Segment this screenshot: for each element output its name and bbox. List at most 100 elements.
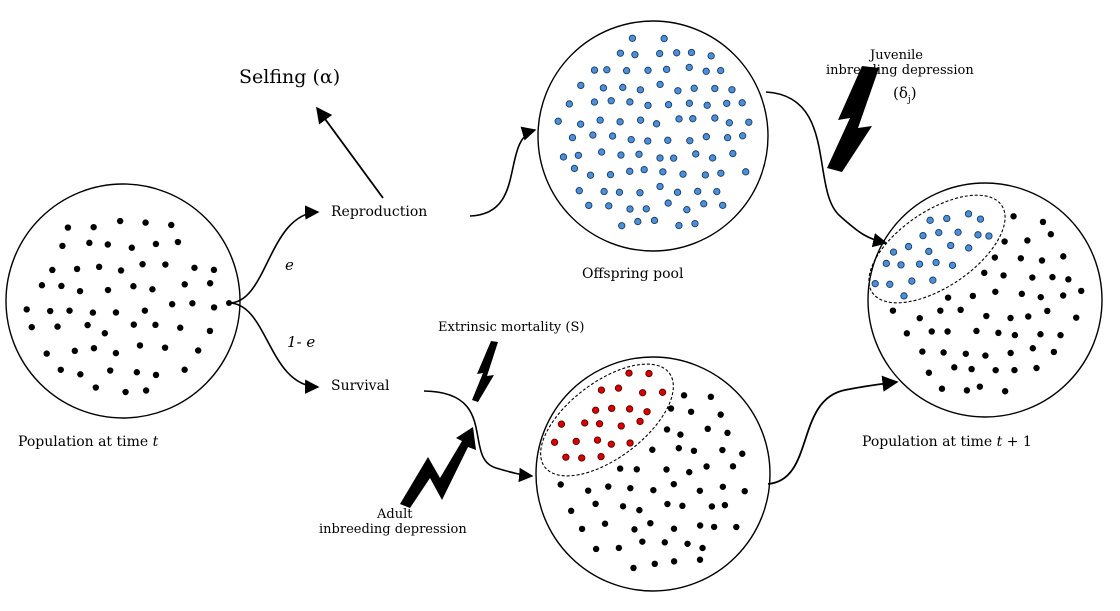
arrow-survival-to-adults xyxy=(423,390,534,483)
surviving-adult-dot xyxy=(696,522,704,529)
adult-dot xyxy=(1038,257,1046,264)
surviving-adult-dot xyxy=(592,500,599,508)
juvenile-dot xyxy=(974,231,982,239)
offspring-dot xyxy=(589,131,597,139)
adult-dot xyxy=(206,327,214,335)
offspring-dot xyxy=(669,154,678,162)
dead-adult-dot xyxy=(625,405,634,413)
offspring-dot xyxy=(603,66,611,74)
adult-dot xyxy=(903,330,911,337)
offspring-dot xyxy=(650,216,659,225)
offspring-dot xyxy=(619,83,627,92)
adult-dot xyxy=(1065,276,1072,283)
surviving-adult-dot xyxy=(578,525,586,533)
offspring-dot xyxy=(703,101,711,109)
adult-dot xyxy=(1001,388,1009,395)
offspring-dot xyxy=(656,49,664,58)
surviving-adult-dot xyxy=(601,520,609,527)
adult-dot xyxy=(49,266,56,274)
population-t1-prefix: Population at time xyxy=(862,434,993,450)
adult-dot xyxy=(71,347,79,355)
surviving-adult-dot xyxy=(661,539,669,546)
surviving-adult-dot xyxy=(667,405,675,412)
offspring-dot xyxy=(634,217,642,226)
surviving-adult-dot xyxy=(724,429,731,437)
offspring-dot xyxy=(662,65,671,74)
adult-dot xyxy=(181,366,188,373)
juvenile-dot xyxy=(926,216,934,224)
adult-dot xyxy=(43,350,50,357)
adult-dot xyxy=(1050,348,1058,356)
offspring-dot xyxy=(691,219,699,228)
offspring-dot xyxy=(728,86,736,94)
juvenile-dot xyxy=(915,260,924,268)
offspring-pool-circle xyxy=(537,20,769,252)
population-t-label: Population at time t xyxy=(18,434,158,450)
adult-dot xyxy=(46,307,54,315)
offspring-dot xyxy=(694,187,702,196)
adult-dot xyxy=(1017,255,1025,262)
surviving-adult-dot xyxy=(670,480,677,488)
delta-j-subscript: j xyxy=(907,95,911,105)
adult-dot xyxy=(104,241,111,248)
adult-dot xyxy=(168,221,175,229)
dead-adult-dot xyxy=(550,438,559,446)
dead-adult-dot xyxy=(636,417,644,426)
offspring-dot xyxy=(570,164,579,173)
adult-dot xyxy=(181,281,188,288)
population-t-variable: t xyxy=(152,434,159,450)
offspring-dot xyxy=(660,34,668,43)
adult-dot xyxy=(89,309,97,316)
adult-dot xyxy=(116,217,124,225)
adult-dot xyxy=(177,324,184,331)
adult-dot xyxy=(916,314,923,322)
surviving-adult-dot xyxy=(615,544,623,552)
offspring-dot xyxy=(685,99,694,107)
adult-dot xyxy=(963,387,971,394)
population-t-circle xyxy=(5,183,241,419)
offspring-dot xyxy=(675,115,683,123)
adult-dot xyxy=(1060,253,1067,260)
offspring-dot xyxy=(597,148,606,156)
adult-dot xyxy=(1033,364,1040,372)
adult-dot xyxy=(889,307,897,314)
adult-dot xyxy=(1025,313,1032,320)
dead-adult-dot xyxy=(557,420,566,428)
dead-adult-dot xyxy=(614,384,623,392)
adult-dot xyxy=(991,254,999,261)
adult-dot xyxy=(1029,274,1036,281)
adult-dot xyxy=(112,309,120,316)
offspring-dot xyxy=(675,221,683,230)
adult-dot xyxy=(940,349,947,356)
one-minus-e-label: 1- e xyxy=(287,333,316,351)
surviving-adult-dot xyxy=(703,463,710,470)
offspring-dot xyxy=(636,116,645,124)
population-t1-label: Population at time t + 1 xyxy=(862,434,1032,450)
adult-dot xyxy=(1078,287,1085,295)
adult-mortality-ellipse xyxy=(540,363,674,477)
arrow-adults-to-t1 xyxy=(767,375,899,485)
offspring-dot xyxy=(652,120,661,128)
adult-dot xyxy=(983,312,990,320)
offspring-dot xyxy=(717,169,725,177)
offspring-dot xyxy=(674,87,682,95)
dead-adult-dot xyxy=(572,437,580,446)
adult-dot xyxy=(128,244,135,251)
surviving-adult-dot xyxy=(707,393,715,401)
adult-dot xyxy=(59,242,66,250)
dead-adult-dot xyxy=(607,440,615,448)
arrow-to-survival xyxy=(228,302,320,394)
juvenile-dot xyxy=(908,277,916,285)
surviving-adult-dot xyxy=(679,502,686,510)
adult-dot xyxy=(38,282,46,289)
adult-dot xyxy=(86,239,93,247)
adult-dot xyxy=(1007,314,1014,322)
adult-dot xyxy=(1049,273,1056,281)
arrow-to-offspring-pool xyxy=(469,126,537,217)
surviving-adult-dot xyxy=(696,556,704,563)
adult-dot xyxy=(937,307,944,314)
population-t1-adult-dots xyxy=(889,213,1085,395)
surviving-adult-dot xyxy=(649,446,656,453)
juvenile-dot xyxy=(954,228,962,236)
